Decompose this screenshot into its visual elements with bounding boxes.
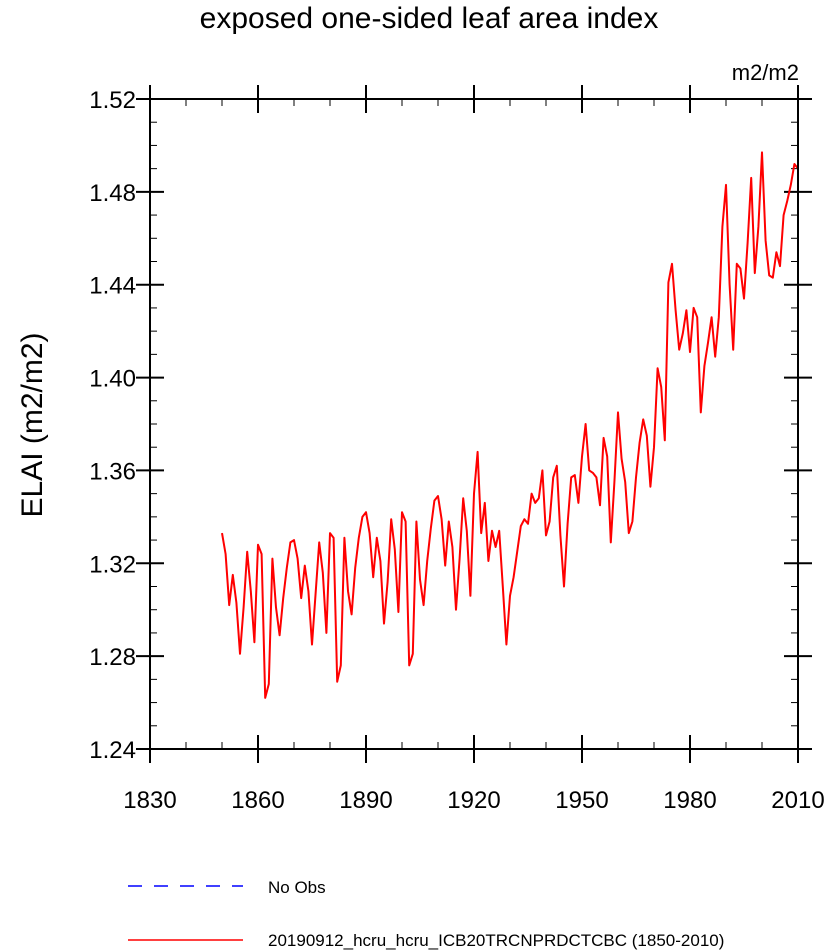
y-tick-label: 1.48 — [89, 180, 136, 207]
x-tick-label: 1830 — [123, 787, 176, 814]
major-ticks — [136, 85, 812, 763]
x-tick-label: 2010 — [771, 787, 824, 814]
series-line — [221, 151, 799, 699]
x-tick-label: 1980 — [663, 787, 716, 814]
y-tick-label: 1.52 — [89, 87, 136, 114]
x-tick-label: 1860 — [231, 787, 284, 814]
y-tick-label: 1.32 — [89, 551, 136, 578]
x-tick-label: 1950 — [555, 787, 608, 814]
minor-ticks — [150, 99, 798, 749]
legend-label-no-obs: No Obs — [268, 878, 326, 897]
legend-label-model: 20190912_hcru_hcru_ICB20TRCNPRDCTCBC (18… — [268, 931, 724, 950]
chart-title: exposed one-sided leaf area index — [200, 2, 659, 35]
units-label: m2/m2 — [732, 60, 799, 85]
x-tick-label: 1890 — [339, 787, 392, 814]
legend: No Obs 20190912_hcru_hcru_ICB20TRCNPRDCT… — [128, 878, 724, 950]
y-axis-label: ELAI (m2/m2) — [16, 332, 49, 517]
tick-labels: 1830 1860 1890 1920 1950 1980 2010 1.24 1.28 1.32… — [89, 87, 824, 814]
y-tick-label: 1.24 — [89, 737, 136, 764]
plot-frame — [149, 98, 799, 750]
y-tick-label: 1.36 — [89, 458, 136, 485]
y-tick-label: 1.28 — [89, 644, 136, 671]
x-tick-label: 1920 — [447, 787, 500, 814]
y-tick-label: 1.44 — [89, 273, 136, 300]
y-tick-label: 1.40 — [89, 366, 136, 393]
